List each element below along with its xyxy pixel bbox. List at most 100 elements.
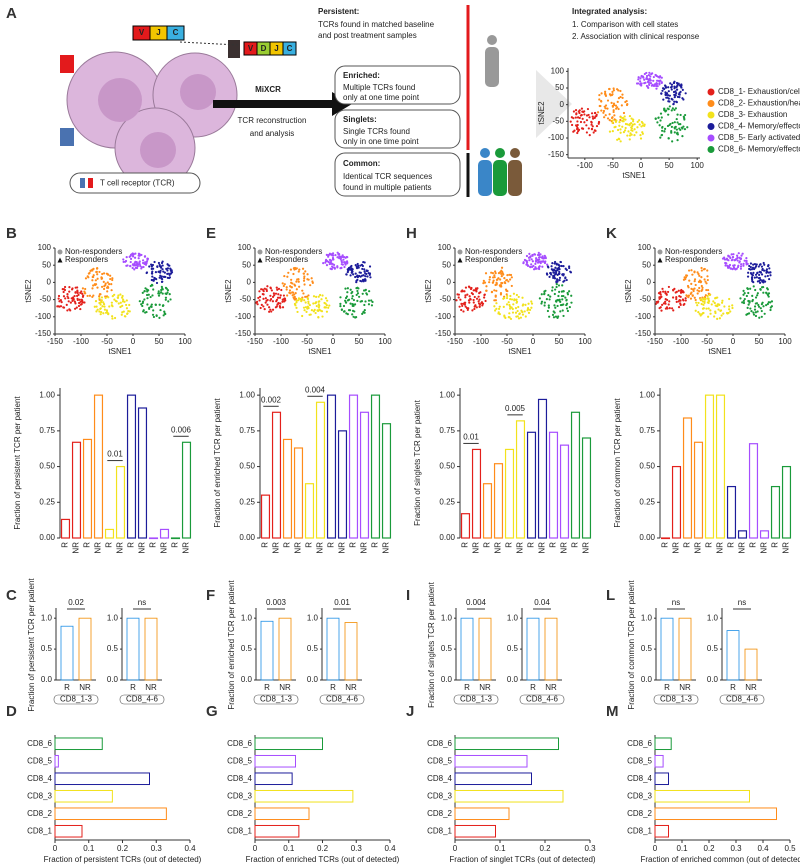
y-tick-label: CD8_4 xyxy=(627,774,652,783)
cell-dot xyxy=(682,303,685,307)
cell-dot xyxy=(464,294,467,297)
cell-dot xyxy=(371,300,374,304)
cell-dot xyxy=(306,307,309,310)
cell-dot xyxy=(283,274,286,278)
cell-dot xyxy=(730,253,733,256)
cell-dot xyxy=(310,277,313,280)
cell-dot xyxy=(122,260,125,263)
cell-dot xyxy=(546,309,550,313)
cell-dot xyxy=(363,303,366,307)
cell-dot xyxy=(756,294,759,297)
legend-label: CD8_1- Exhaustion/cell-cycle xyxy=(718,87,800,96)
cell-dot xyxy=(637,76,640,79)
cell-dot xyxy=(308,313,311,316)
cell-dot xyxy=(319,309,322,312)
cell-dot xyxy=(116,296,119,299)
cell-dot xyxy=(718,303,721,306)
bar xyxy=(493,463,504,539)
cell-dot xyxy=(269,308,272,311)
cell-dot xyxy=(69,301,72,304)
panel-letter: H xyxy=(406,225,417,242)
bar xyxy=(60,518,71,539)
cell-dot xyxy=(510,284,513,288)
cell-dot xyxy=(341,255,344,259)
x-tick-label: NR xyxy=(694,542,703,554)
bar xyxy=(278,617,292,681)
cell-dot xyxy=(602,111,605,114)
cell-dot xyxy=(505,278,509,282)
cell-dot xyxy=(705,307,708,310)
cell-dot xyxy=(351,313,354,316)
y-tick-label: 100 xyxy=(238,243,252,252)
cell-dot xyxy=(113,293,116,296)
y-tick-label: CD8_6 xyxy=(627,739,652,748)
x-axis-label: Fraction of enriched TCRs (out of detect… xyxy=(246,855,400,864)
cell-dot xyxy=(648,83,651,86)
cell-dot xyxy=(508,312,511,315)
y-tick-label: 1.00 xyxy=(239,390,255,399)
cell-dot xyxy=(705,282,708,285)
x-tick-label: NR xyxy=(160,542,169,554)
cell-dot xyxy=(503,314,506,317)
cell-dot xyxy=(307,278,310,281)
bar xyxy=(454,824,496,838)
cell-dot xyxy=(303,283,306,286)
cell-dot xyxy=(260,288,263,291)
cell-dot xyxy=(276,296,280,299)
cell-dot xyxy=(721,299,724,302)
cell-dot xyxy=(79,300,82,303)
cell-dot xyxy=(568,266,571,270)
cell-dot xyxy=(644,81,647,84)
cell-dot xyxy=(678,295,681,298)
cell-dot xyxy=(670,85,673,88)
cell-dot xyxy=(316,309,319,312)
x-tick-label: 0 xyxy=(731,337,736,346)
cell-dot xyxy=(724,262,728,265)
cell-dot xyxy=(263,307,266,311)
cell-dot xyxy=(468,301,471,304)
cell-dot xyxy=(706,278,709,282)
bar xyxy=(537,398,548,539)
cell-dot xyxy=(495,281,498,284)
cell-dot xyxy=(328,252,332,255)
cell-dot xyxy=(758,263,762,266)
cell-dot xyxy=(366,269,369,272)
cell-dot xyxy=(742,293,745,296)
legend-symbol xyxy=(57,249,63,255)
cell-dot xyxy=(646,77,649,81)
cell-dot xyxy=(595,113,598,116)
cell-dot xyxy=(700,298,703,301)
cell-dot xyxy=(119,301,122,304)
cell-dot xyxy=(494,272,497,275)
group-box xyxy=(53,694,99,705)
cell-dot xyxy=(557,294,560,298)
y-tick-label: CD8_1 xyxy=(227,826,252,835)
cell-dot xyxy=(681,88,684,91)
category-title: Common: xyxy=(343,159,380,168)
cell-dot xyxy=(493,274,496,277)
cell-dot xyxy=(675,92,678,95)
y-tick-label: 0 xyxy=(47,278,52,287)
person-head xyxy=(487,35,497,45)
y-tick-label: 50 xyxy=(642,260,651,269)
legend-symbol xyxy=(457,257,463,263)
cell-dot xyxy=(541,257,544,260)
cell-dot xyxy=(731,258,734,261)
cell-dot xyxy=(700,269,703,272)
legend-swatch xyxy=(707,88,715,96)
cell-dot xyxy=(108,305,111,308)
cell-dot xyxy=(670,131,673,134)
cell-dot xyxy=(726,266,730,269)
cell-dot xyxy=(676,131,679,135)
cell-dot xyxy=(560,264,563,268)
y-tick-label: 0 xyxy=(647,278,652,287)
cell-dot xyxy=(349,302,352,305)
cell-dot xyxy=(282,284,285,288)
cell-dot xyxy=(547,304,550,307)
cell-dot xyxy=(552,316,556,319)
cell-dot xyxy=(558,270,561,274)
cell-dot xyxy=(119,293,122,296)
group-label: CD8_4-6 xyxy=(726,695,759,704)
cell-dot xyxy=(600,100,603,103)
cell-dot xyxy=(135,264,139,267)
